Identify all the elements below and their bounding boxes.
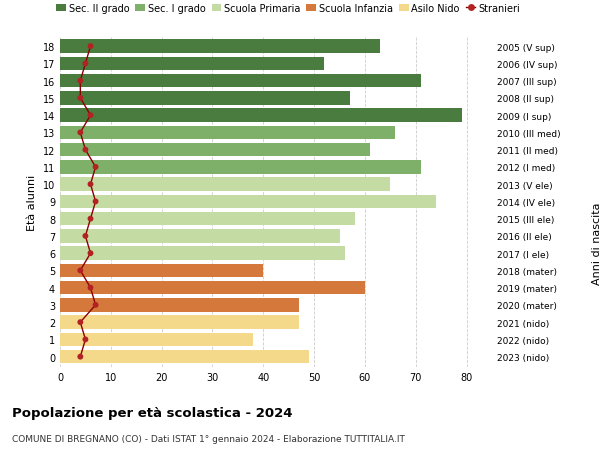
Point <box>76 95 85 102</box>
Y-axis label: Età alunni: Età alunni <box>27 174 37 230</box>
Point <box>86 250 95 257</box>
Point <box>91 302 100 309</box>
Bar <box>60 57 324 71</box>
Point <box>86 181 95 188</box>
Bar <box>60 92 350 106</box>
Point <box>80 233 90 240</box>
Legend: Sec. II grado, Sec. I grado, Scuola Primaria, Scuola Infanzia, Asilo Nido, Stran: Sec. II grado, Sec. I grado, Scuola Prim… <box>56 4 520 14</box>
Point <box>76 267 85 274</box>
Point <box>76 319 85 326</box>
Point <box>86 284 95 292</box>
Bar <box>60 144 370 157</box>
Point <box>86 112 95 120</box>
Bar <box>60 264 263 278</box>
Point <box>86 215 95 223</box>
Bar <box>60 178 391 191</box>
Point <box>80 336 90 343</box>
Text: Popolazione per età scolastica - 2024: Popolazione per età scolastica - 2024 <box>12 406 293 419</box>
Point <box>80 61 90 68</box>
Bar <box>60 195 436 209</box>
Bar <box>60 40 380 54</box>
Text: COMUNE DI BREGNANO (CO) - Dati ISTAT 1° gennaio 2024 - Elaborazione TUTTITALIA.I: COMUNE DI BREGNANO (CO) - Dati ISTAT 1° … <box>12 434 405 443</box>
Point <box>76 78 85 85</box>
Bar <box>60 333 253 347</box>
Point <box>91 164 100 171</box>
Point <box>76 129 85 137</box>
Point <box>91 198 100 206</box>
Bar <box>60 247 344 260</box>
Bar <box>60 281 365 295</box>
Point <box>80 147 90 154</box>
Bar <box>60 316 299 329</box>
Bar <box>60 213 355 226</box>
Bar <box>60 161 421 174</box>
Bar <box>60 109 461 123</box>
Bar <box>60 298 299 312</box>
Point <box>76 353 85 361</box>
Bar <box>60 126 395 140</box>
Text: Anni di nascita: Anni di nascita <box>592 202 600 284</box>
Bar <box>60 230 340 243</box>
Bar <box>60 350 309 364</box>
Bar <box>60 75 421 88</box>
Point <box>86 44 95 51</box>
